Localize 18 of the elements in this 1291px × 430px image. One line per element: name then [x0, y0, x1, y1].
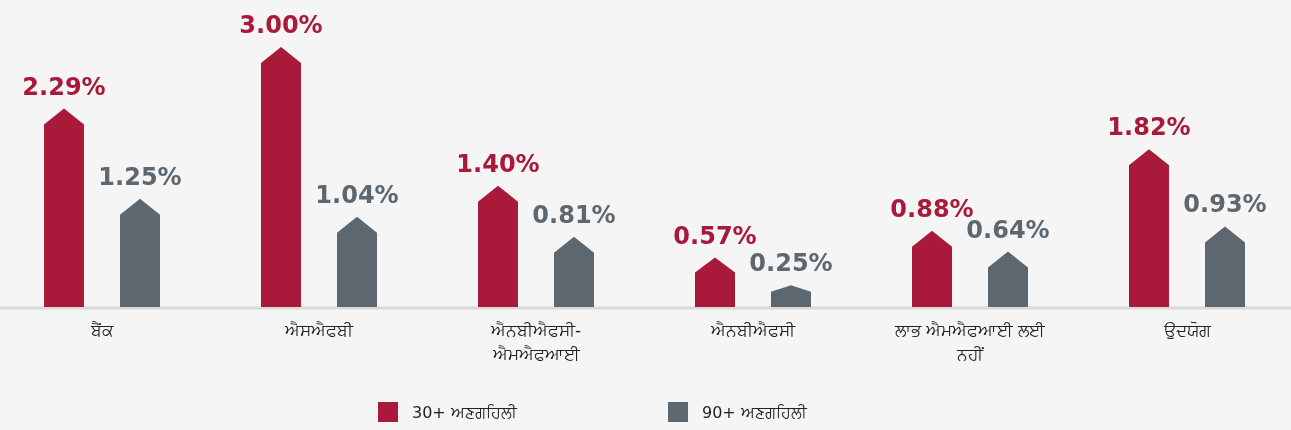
data-label: 0.57% [673, 221, 757, 250]
x-tick-label: ਐਸਐਫਬੀ [284, 319, 355, 342]
data-label: 3.00% [239, 11, 323, 39]
data-label: 1.25% [98, 162, 182, 191]
data-label: 0.93% [1183, 190, 1267, 219]
legend-label: 90+ ਅਣਗਹਿਲੀ [702, 402, 807, 422]
x-tick-label: ਬੈਂਕ [89, 319, 115, 342]
x-tick-label: ਐਨਬੀਐਫਸੀ [710, 319, 797, 342]
x-tick-label: ਲਾਭ ਐਮਐਫਆਈ ਲਈ ਨਹੀਂ [893, 319, 1047, 366]
data-label: 0.81% [532, 200, 616, 229]
legend-label: 30+ ਅਣਗਹਿਲੀ [412, 402, 517, 422]
data-label: 2.29% [22, 72, 106, 101]
x-tick-label: ਐਨਬੀਐਫਸੀ-ਐਮਐਫਆਈ [489, 319, 583, 366]
x-tick-label: ਉਦਯੋਗ [1162, 319, 1212, 342]
data-label: 0.25% [749, 249, 833, 278]
data-label: 1.82% [1107, 113, 1191, 142]
data-label: 1.40% [456, 149, 540, 178]
data-label: 1.04% [315, 180, 399, 209]
